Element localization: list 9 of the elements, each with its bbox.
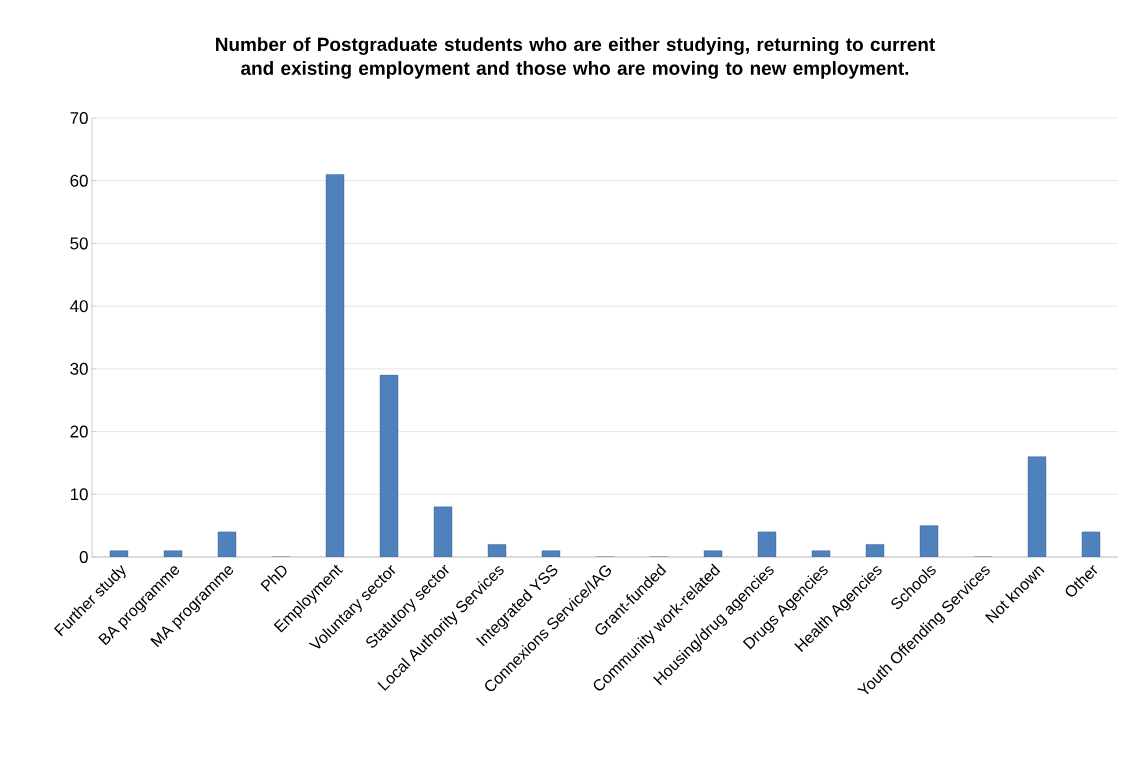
y-tick-label: 60 <box>70 174 88 187</box>
y-tick-label: 30 <box>70 362 88 375</box>
y-tick-label: 70 <box>70 111 88 124</box>
y-tick-label: 20 <box>70 425 88 438</box>
chart-title: Number of Postgraduate students who are either studying, returning to current and existing employment and those who are moving to new employment. <box>216 37 935 79</box>
y-tick-label: 40 <box>70 300 88 313</box>
y-tick-label: 50 <box>70 237 88 250</box>
y-tick-label: 10 <box>70 488 88 501</box>
y-tick-label: 0 <box>79 550 88 563</box>
